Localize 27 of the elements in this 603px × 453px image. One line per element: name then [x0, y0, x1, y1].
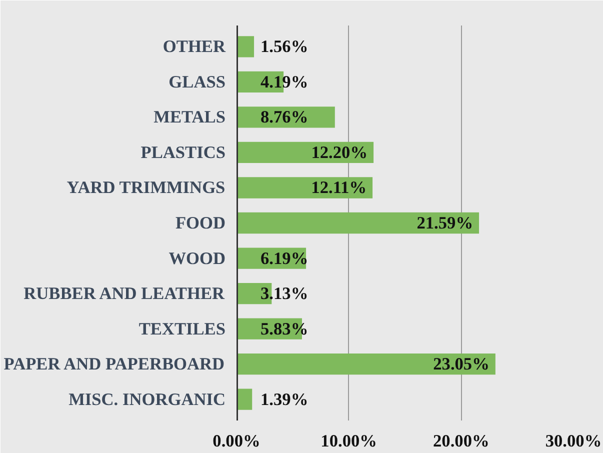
y-tick-label: MISC. INORGANIC	[68, 390, 226, 409]
y-tick-label: FOOD	[175, 214, 226, 232]
data-label: 8.76%	[260, 108, 308, 127]
bar	[236, 212, 480, 234]
y-tick-label: YARD TRIMMINGS	[66, 178, 226, 198]
y-tick-label: PAPER AND PAPERBOARD	[4, 354, 225, 374]
bar	[236, 36, 254, 58]
data-label: 1.39%	[260, 390, 308, 409]
data-label: 12.11%	[311, 178, 367, 198]
x-tick-label: 20.00%	[433, 432, 490, 450]
data-label: 21.59%	[416, 214, 474, 232]
bar	[236, 177, 373, 198]
data-label: 23.05%	[433, 354, 490, 374]
bar	[236, 353, 496, 375]
y-tick-label: GLASS	[168, 72, 226, 92]
y-tick-label: PLASTICS	[140, 142, 226, 162]
data-label: 4.19%	[260, 72, 308, 92]
x-tick-label: 10.00%	[320, 432, 378, 450]
y-tick-label: TEXTILES	[138, 319, 226, 338]
x-tick-label: 0.00%	[212, 432, 260, 450]
data-label: 12.20%	[311, 142, 368, 162]
data-label: 1.56%	[260, 37, 308, 56]
x-tick-label: 30.00%	[545, 432, 602, 450]
y-tick-label: OTHER	[162, 37, 226, 56]
y-tick-label: WOOD	[168, 248, 226, 268]
y-tick-label: RUBBER AND LEATHER	[24, 284, 226, 304]
y-tick-label: METALS	[154, 108, 226, 127]
